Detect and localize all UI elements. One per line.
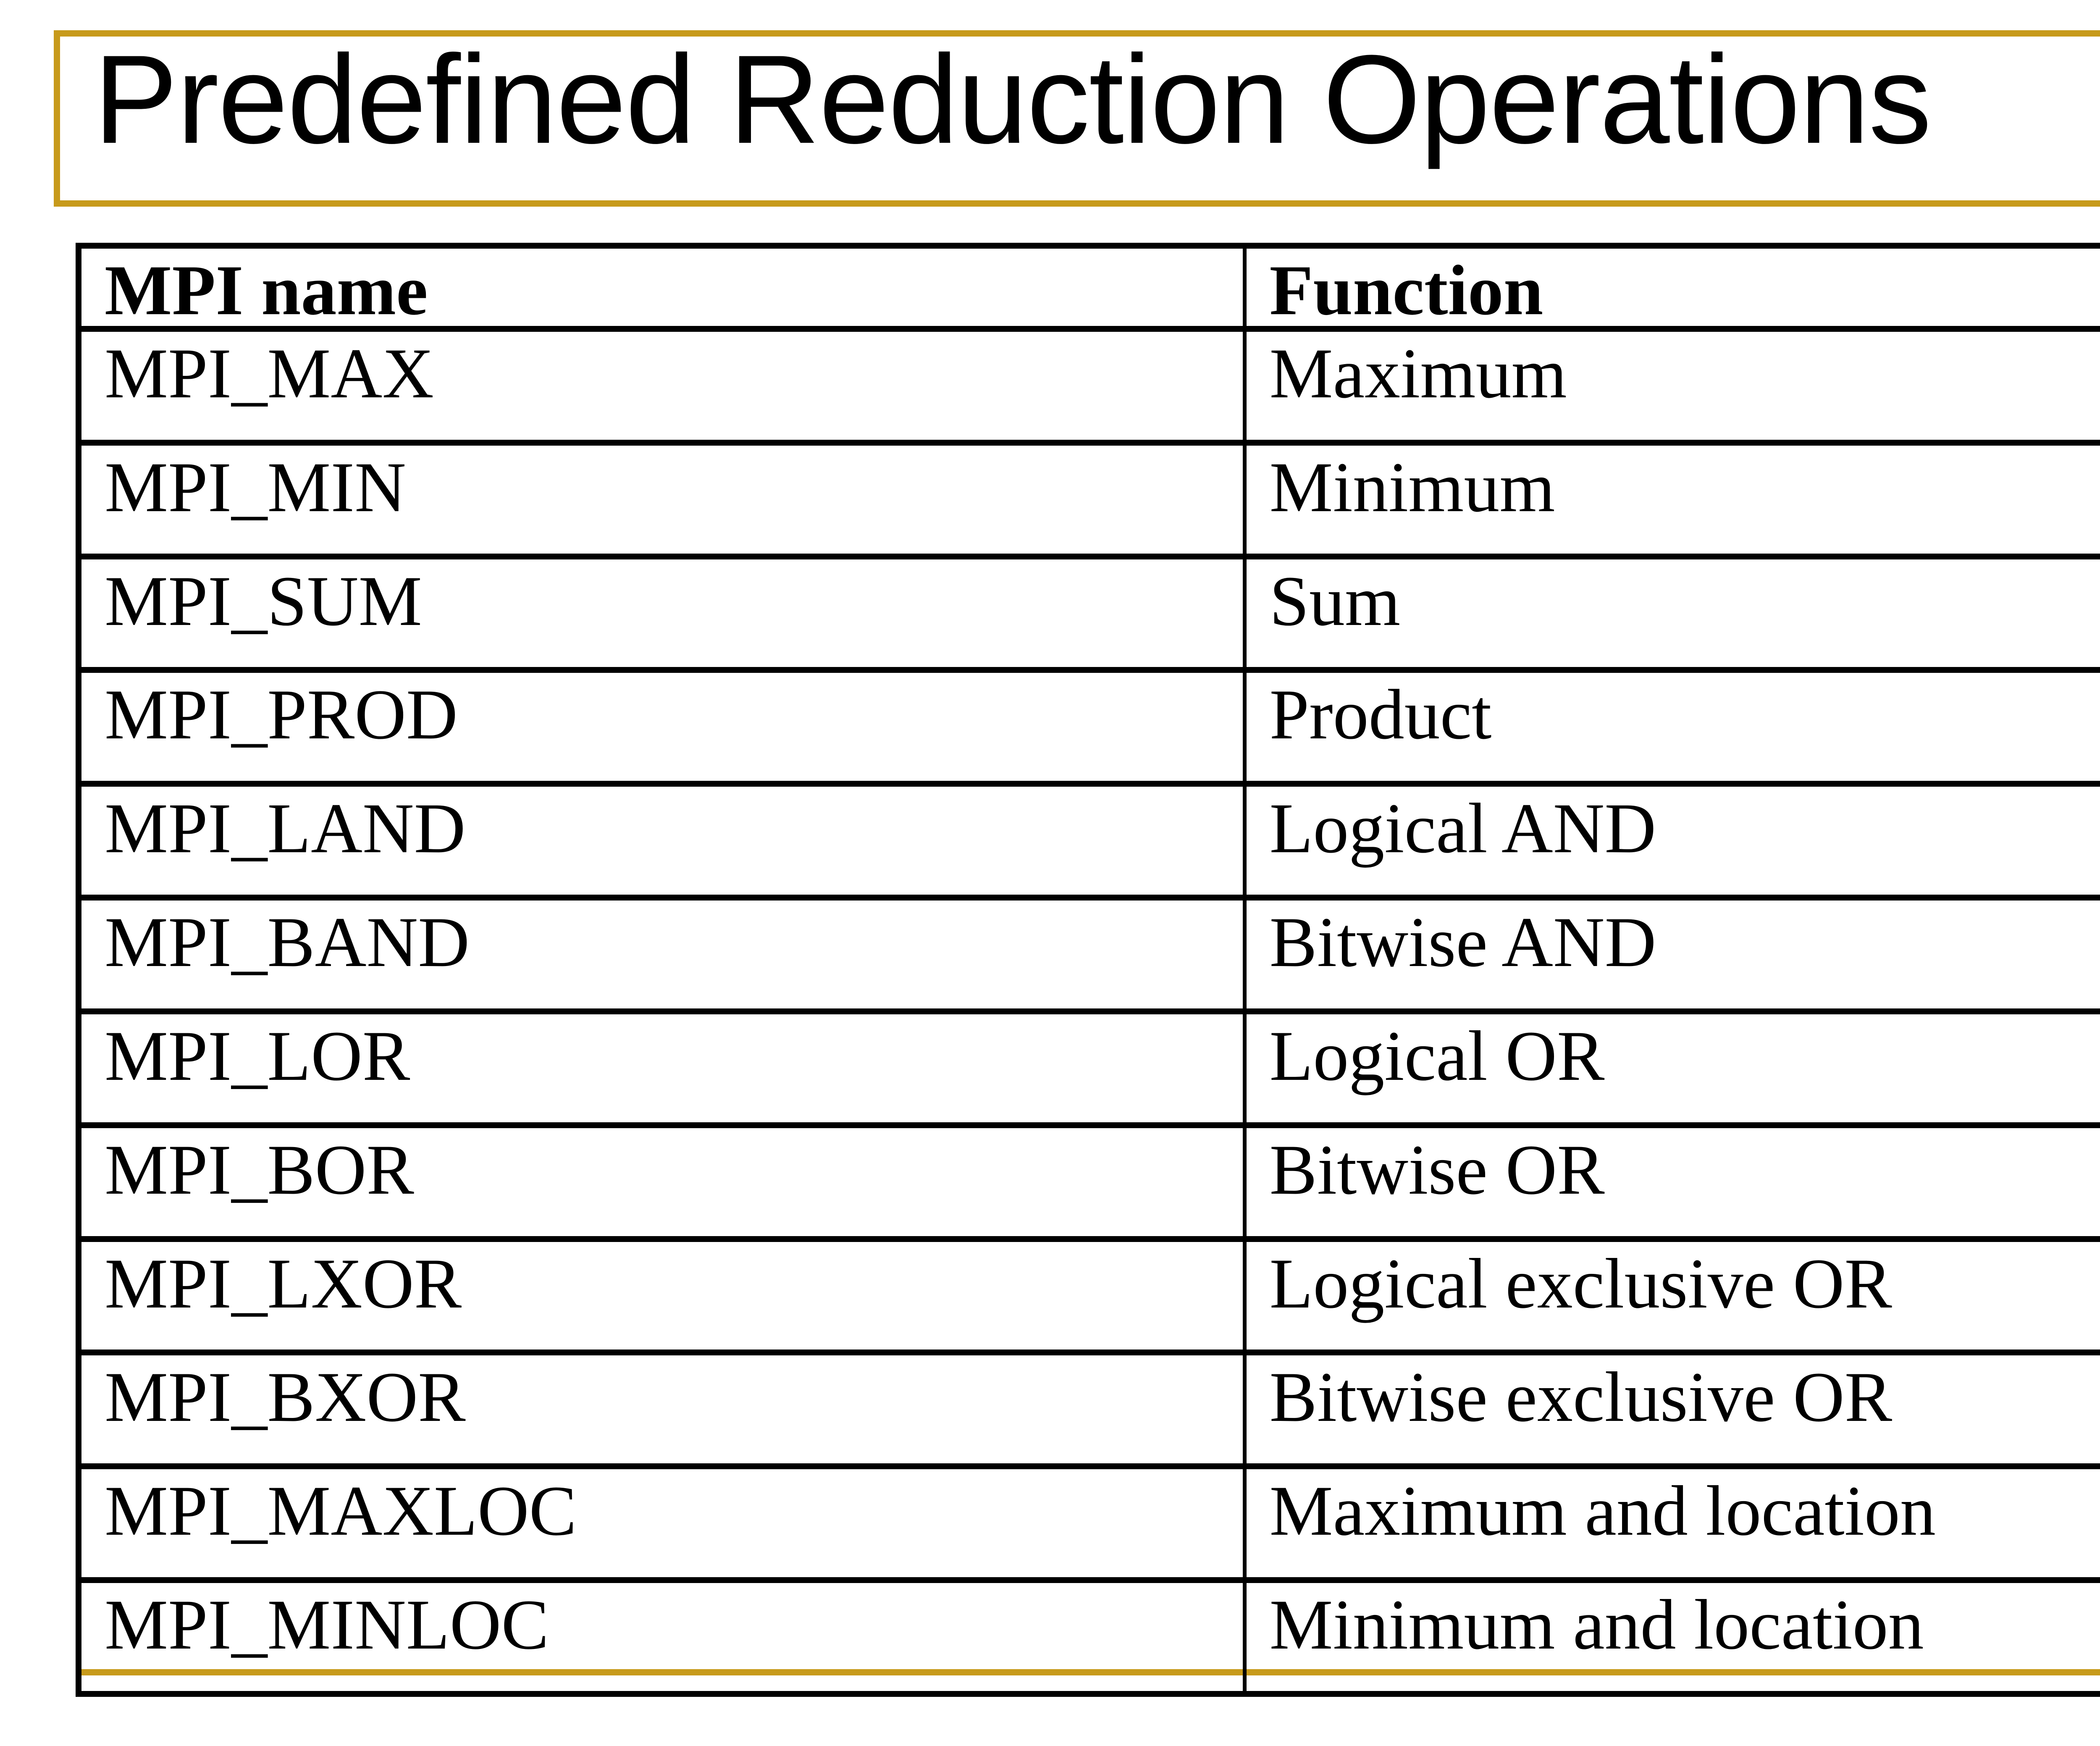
function-cell: Maximum — [1242, 326, 2100, 446]
reduction-operations-table: MPI name Function MPI_MAX Maximum MPI_MI… — [76, 243, 2100, 1697]
mpi-name-cell: MPI_PROD — [76, 667, 1247, 787]
mpi-name-cell: MPI_MAX — [76, 326, 1247, 446]
table-row: MPI_MINLOC Minimum and location — [76, 1577, 2100, 1697]
function-cell: Bitwise exclusive OR — [1242, 1350, 2100, 1470]
function-cell: Logical AND — [1242, 781, 2100, 901]
table-row: MPI_BOR Bitwise OR — [76, 1122, 2100, 1242]
mpi-name-cell: MPI_SUM — [76, 553, 1247, 673]
function-cell: Bitwise OR — [1242, 1122, 2100, 1242]
table-row: MPI_MAX Maximum — [76, 326, 2100, 446]
table-row: MPI_SUM Sum — [76, 553, 2100, 673]
mpi-name-cell: MPI_LOR — [76, 1008, 1247, 1128]
function-cell: Sum — [1242, 553, 2100, 673]
table-row: MPI_BXOR Bitwise exclusive OR — [76, 1350, 2100, 1470]
function-cell: Logical exclusive OR — [1242, 1236, 2100, 1356]
column-header-function: Function — [1242, 243, 2100, 332]
table-row: MPI_LXOR Logical exclusive OR — [76, 1236, 2100, 1356]
function-cell: Bitwise AND — [1242, 895, 2100, 1014]
function-cell: Minimum — [1242, 439, 2100, 559]
table-row: MPI_MAXLOC Maximum and location — [76, 1463, 2100, 1583]
mpi-name-cell: MPI_LAND — [76, 781, 1247, 901]
mpi-name-cell: MPI_BAND — [76, 895, 1247, 1014]
table-header-row: MPI name Function — [76, 243, 2100, 332]
column-header-mpi-name: MPI name — [76, 243, 1247, 332]
table-row: MPI_MIN Minimum — [76, 439, 2100, 559]
function-cell: Logical OR — [1242, 1008, 2100, 1128]
function-cell: Product — [1242, 667, 2100, 787]
function-cell: Maximum and location — [1242, 1463, 2100, 1583]
mpi-name-cell: MPI_MAXLOC — [76, 1463, 1247, 1583]
page-title: Predefined Reduction Operations — [94, 29, 1932, 170]
table-row: MPI_BAND Bitwise AND — [76, 895, 2100, 1014]
reduction-operations-table-container: MPI name Function MPI_MAX Maximum MPI_MI… — [76, 243, 2100, 1697]
mpi-name-cell: MPI_LXOR — [76, 1236, 1247, 1356]
mpi-name-cell: MPI_MIN — [76, 439, 1247, 559]
title-box: Predefined Reduction Operations — [54, 30, 2100, 207]
mpi-name-cell: MPI_BOR — [76, 1122, 1247, 1242]
table-row: MPI_LOR Logical OR — [76, 1008, 2100, 1128]
table-row: MPI_LAND Logical AND — [76, 781, 2100, 901]
table-row: MPI_PROD Product — [76, 667, 2100, 787]
mpi-name-cell: MPI_BXOR — [76, 1350, 1247, 1470]
function-cell: Minimum and location — [1242, 1577, 2100, 1697]
mpi-name-cell: MPI_MINLOC — [76, 1577, 1247, 1697]
